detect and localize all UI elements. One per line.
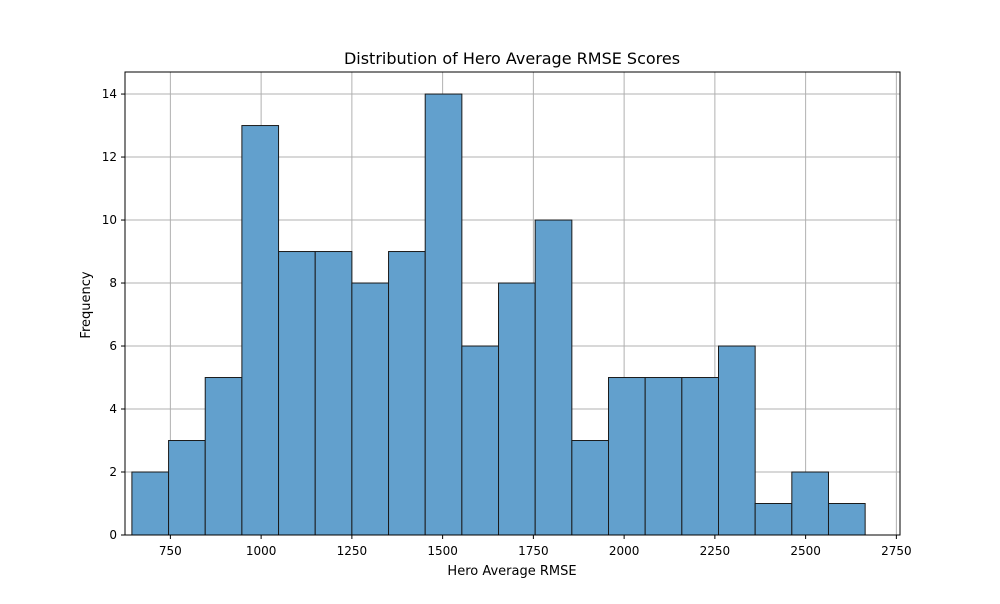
histogram-bar-19 (791, 471, 829, 536)
x-tick-label-2000: 2000 (609, 544, 640, 558)
y-tick-label-4: 4 (109, 402, 117, 416)
histogram-bar-4 (241, 125, 280, 536)
chart-title: Distribution of Hero Average RMSE Scores (344, 49, 680, 68)
histogram-bar-3 (204, 377, 243, 536)
y-tick-label-0: 0 (109, 528, 117, 542)
y-axis-label: Frequency (79, 271, 94, 338)
histogram-bar-1 (131, 471, 170, 536)
y-tick-label-14: 14 (102, 87, 117, 101)
y-tick-label-8: 8 (109, 276, 117, 290)
x-tick-label-1750: 1750 (518, 544, 549, 558)
plot-frame (124, 71, 901, 536)
y-tick-label-10: 10 (102, 213, 117, 227)
histogram-bar-20 (827, 503, 866, 536)
histogram-bar-12 (534, 219, 573, 536)
histogram-bar-16 (681, 377, 720, 536)
y-tick-label-6: 6 (109, 339, 117, 353)
x-tick-label-1250: 1250 (337, 544, 368, 558)
x-tick-label-2750: 2750 (881, 544, 912, 558)
histogram-bar-8 (388, 251, 426, 536)
x-tick-label-2250: 2250 (700, 544, 731, 558)
histogram-bar-10 (461, 345, 500, 536)
x-tick-label-1000: 1000 (246, 544, 277, 558)
bars-layer (131, 93, 866, 536)
histogram-bar-18 (754, 503, 793, 536)
y-tick-label-12: 12 (102, 150, 117, 164)
histogram-bar-13 (571, 440, 610, 536)
histogram-bar-7 (351, 282, 390, 536)
histogram-bar-15 (644, 377, 683, 536)
histogram-bar-6 (314, 251, 353, 536)
axes-layer: 750 1000 1250 1500 1750 2000 2250 2500 2750 0 2 4 6 8… (102, 71, 912, 558)
histogram-bar-5 (278, 251, 316, 536)
histogram-bar-14 (608, 377, 646, 536)
histogram-bar-11 (498, 282, 536, 536)
x-tick-label-1500: 1500 (427, 544, 458, 558)
x-tick-label-750: 750 (159, 544, 182, 558)
histogram-bar-9 (424, 93, 463, 536)
y-tick-label-2: 2 (109, 465, 117, 479)
histogram-bar-2 (168, 440, 206, 536)
histogram-bar-17 (718, 345, 756, 536)
x-tick-label-2500: 2500 (790, 544, 821, 558)
x-axis-label: Hero Average RMSE (447, 564, 576, 579)
